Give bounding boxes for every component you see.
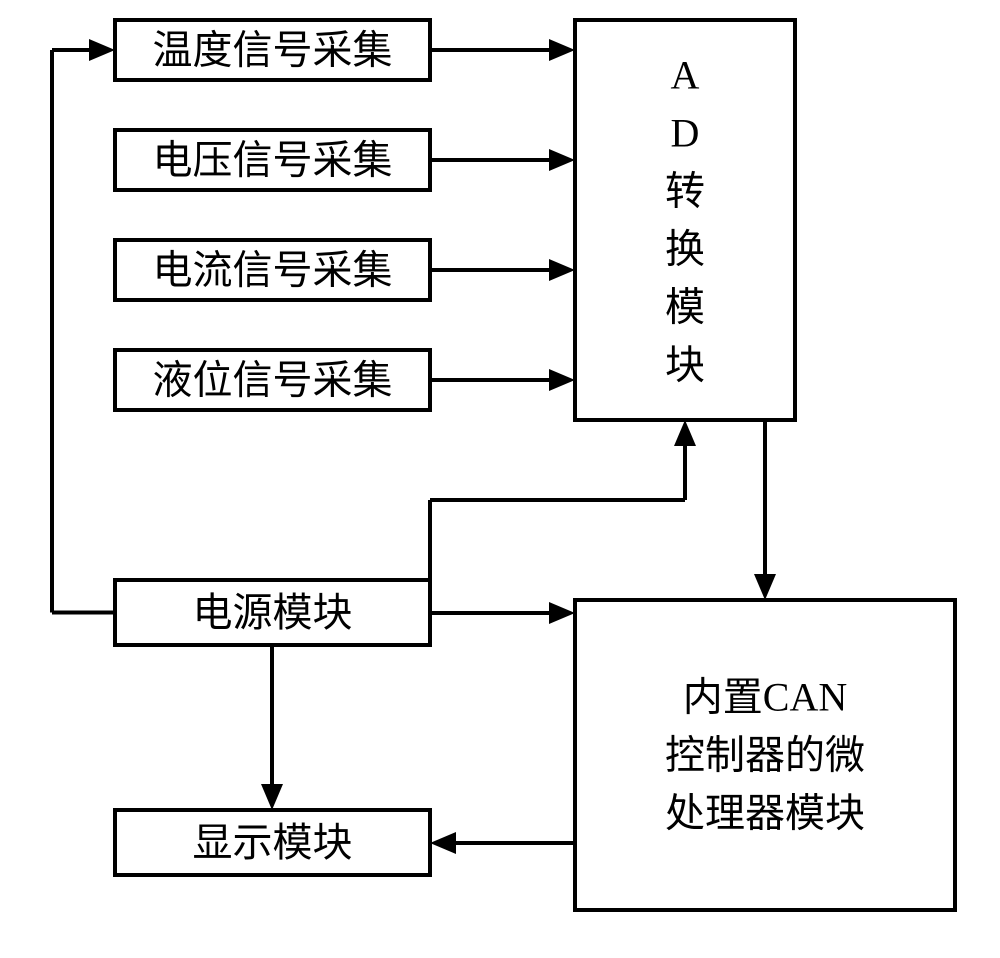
ad-char-0: A <box>671 53 700 98</box>
edge-2-arrow <box>549 259 575 281</box>
edge-0-arrow <box>549 39 575 61</box>
mcu-line-0: 内置CAN <box>683 675 847 720</box>
edge-1-arrow <box>549 149 575 171</box>
edge-6-arrow <box>430 832 456 854</box>
volt-label: 电压信号采集 <box>153 138 393 183</box>
temp-label: 温度信号采集 <box>153 28 393 73</box>
power-label: 电源模块 <box>193 590 353 635</box>
edge-5-arrow <box>754 574 776 600</box>
edge-7-arrow <box>89 39 115 61</box>
curr-label: 电流信号采集 <box>153 248 393 293</box>
ad-char-4: 模 <box>665 285 705 330</box>
level-label: 液位信号采集 <box>153 358 393 403</box>
edge-9-arrow <box>261 784 283 810</box>
ad-char-2: 转 <box>665 169 705 214</box>
ad-char-3: 换 <box>665 227 705 272</box>
ad-char-5: 块 <box>665 343 705 388</box>
edge-4-arrow <box>549 602 575 624</box>
edge-8-arrow <box>674 420 696 446</box>
mcu-line-2: 处理器模块 <box>665 791 865 836</box>
display-label: 显示模块 <box>193 820 353 865</box>
edge-3-arrow <box>549 369 575 391</box>
mcu-line-1: 控制器的微 <box>665 733 865 778</box>
ad-char-1: D <box>671 111 700 156</box>
